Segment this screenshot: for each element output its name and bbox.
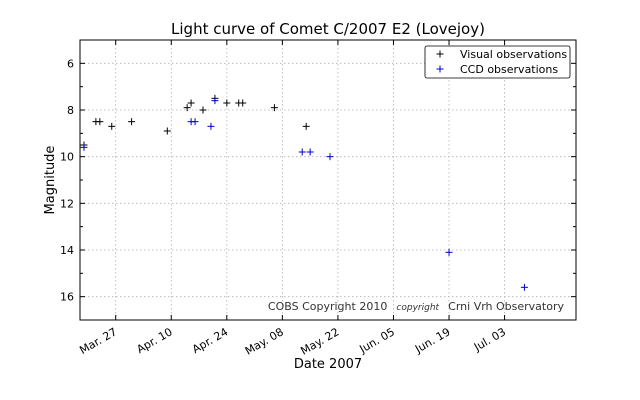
data-point	[302, 122, 310, 130]
data-point	[326, 153, 334, 161]
y-tick-label: 10	[60, 151, 74, 164]
x-axis-label: Date 2007	[294, 357, 362, 372]
copyright-prefix: COBS Copyright 2010	[268, 300, 387, 313]
data-point	[108, 122, 116, 130]
data-point	[239, 99, 247, 107]
y-axis-label: Magnitude	[43, 146, 58, 215]
data-point	[298, 148, 306, 156]
data-point	[96, 118, 104, 126]
data-point	[270, 104, 278, 112]
data-point	[306, 148, 314, 156]
copyright-script-word: copyright	[396, 303, 439, 313]
legend-box	[424, 45, 571, 79]
y-tick-label: 6	[67, 57, 74, 70]
ccd-observations-series	[80, 97, 528, 291]
data-point	[163, 127, 171, 135]
data-point	[211, 97, 219, 105]
data-point	[183, 104, 191, 112]
y-tick-label: 14	[60, 244, 74, 257]
data-point	[520, 283, 528, 291]
plot-frame	[79, 39, 577, 321]
x-tick-label: Jun. 19	[412, 325, 452, 356]
copyright-annotation: COBS Copyright 2010 copyright Crni Vrh O…	[268, 295, 565, 314]
data-point	[80, 143, 88, 151]
y-tick-label: 8	[67, 104, 74, 117]
x-tick-label: Jul. 03	[471, 325, 508, 354]
legend: Visual observations CCD observations	[424, 45, 571, 79]
legend-marker-ccd	[436, 65, 444, 73]
svg-text:COBS Copyright 2010 copy: COBS Copyright 2010 copyright Crni Vrh O…	[268, 295, 565, 314]
data-point	[191, 118, 199, 126]
x-tick-label: May. 08	[243, 325, 286, 357]
legend-marker-visual	[436, 50, 444, 58]
legend-label-ccd: CCD observations	[460, 63, 558, 76]
data-point	[187, 99, 195, 107]
data-point	[223, 99, 231, 107]
copyright-suffix: Crni Vrh Observatory	[448, 300, 564, 313]
y-tick-label: 16	[60, 291, 74, 304]
chart-title: Light curve of Comet C/2007 E2 (Lovejoy)	[171, 20, 485, 38]
y-tick-label: 12	[60, 197, 74, 210]
x-tick-label: Mar. 27	[77, 325, 119, 357]
data-point	[445, 248, 453, 256]
x-tick-label: Jun. 05	[357, 325, 397, 356]
data-series	[80, 94, 528, 291]
grid	[80, 40, 576, 320]
data-point	[199, 106, 207, 114]
x-tick-label: Apr. 10	[134, 325, 174, 356]
x-tick-label: May. 22	[298, 325, 341, 357]
data-point	[128, 118, 136, 126]
x-tick-label: Apr. 24	[190, 325, 230, 356]
legend-label-visual: Visual observations	[460, 48, 567, 61]
data-point	[207, 122, 215, 130]
